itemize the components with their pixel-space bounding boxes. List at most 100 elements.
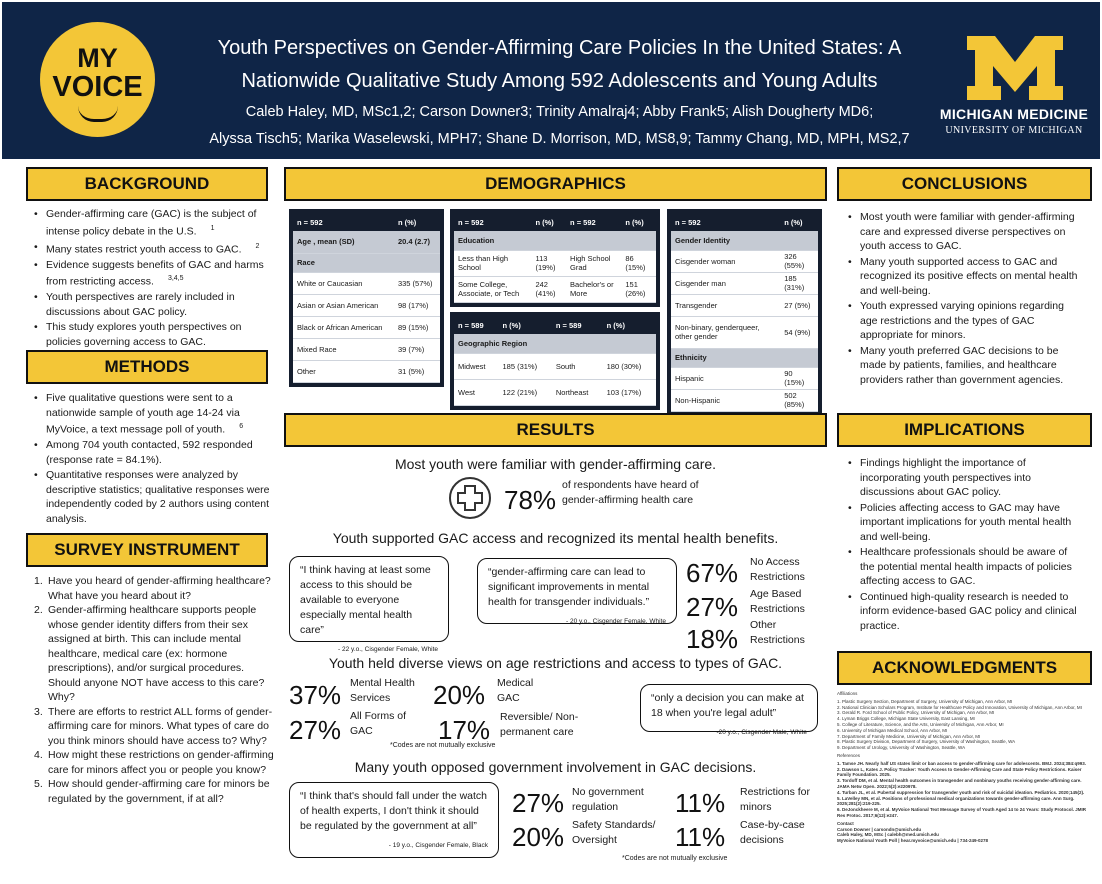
race-table: n = 592 n (%) Age , mean (SD) 20.4 (2.7) R… — [289, 209, 444, 387]
stat-pct: 20% — [433, 680, 486, 710]
stat-label: Age Based Restrictions — [750, 588, 805, 615]
table-row: Hispanic 90 (15%) — [671, 367, 818, 390]
poster-title: Youth Perspectives on Gender-Affirming C… — [172, 32, 947, 98]
quote-box: “I think that's should fall under the wa… — [289, 782, 499, 858]
stat-pct: 18% — [686, 624, 739, 654]
stat-label: Other Restrictions — [750, 619, 805, 646]
stat-pct: 27% — [289, 715, 342, 745]
familiar-text: of respondents have heard of gender-affi… — [562, 479, 699, 506]
list-item: 3. There are efforts to restrict ALL form… — [34, 705, 273, 747]
author-list: Caleb Haley, MD, MSc1,2; Carson Downer3;… — [172, 99, 947, 153]
institution-subtitle: UNIVERSITY OF MICHIGAN — [945, 125, 1083, 136]
results-heading: RESULTS — [284, 413, 827, 447]
implications-list: Findings highlight the importance of inc… — [848, 456, 1084, 634]
table-row: Mixed Race 39 (7%) — [293, 338, 440, 361]
logo-line1: MY — [77, 43, 118, 73]
list-item: Gender-affirming care (GAC) is the subje… — [34, 207, 270, 239]
list-item: Continued high-quality research is neede… — [848, 590, 1084, 634]
stat-label: Mental Health Services — [350, 677, 415, 704]
results-section2-title: Youth supported GAC access and recognize… — [332, 530, 779, 546]
acknowledgments-heading: ACKNOWLEDGMENTS — [837, 651, 1092, 685]
table-row: Non-Hispanic 502 (85%) — [671, 389, 818, 412]
table-row: Some College, Associate, or Tech 242 (41%… — [454, 276, 656, 303]
stat-label: No government regulation — [572, 786, 644, 813]
demographics-heading: DEMOGRAPHICS — [284, 167, 827, 201]
stat-pct: 27% — [686, 592, 739, 622]
results-section1-title: Most youth were familiar with gender-aff… — [394, 456, 717, 472]
authors-line2: Alyssa Tisch5; Marika Waselewski, MPH7; … — [209, 131, 910, 147]
conclusions-list: Most youth were familiar with gender-aff… — [848, 210, 1084, 388]
survey-question-list: 1. Have you heard of gender-affirming hea… — [30, 574, 276, 806]
stat-label: Restrictions for minors — [740, 786, 811, 813]
stat-label: No Access Restrictions — [750, 556, 805, 583]
table-row: Other 31 (5%) — [293, 360, 440, 383]
table-row: Asian or Asian American 98 (17%) — [293, 294, 440, 317]
conclusions-heading: CONCLUSIONS — [837, 167, 1092, 201]
table-row: Less than High School 113 (19%) High Schoo… — [454, 250, 656, 277]
list-item: Policies affecting access to GAC may hav… — [848, 501, 1084, 545]
stat-label: Reversible/ Non-permanent care — [500, 711, 579, 738]
survey-heading: SURVEY INSTRUMENT — [26, 533, 268, 567]
block-m-logo-icon — [967, 36, 1063, 100]
logo-line2: VOICE — [52, 71, 143, 103]
methods-list: Five qualitative questions were sent to … — [34, 391, 270, 527]
table-row: White or Caucasian 335 (57%) — [293, 272, 440, 295]
list-item: Most youth were familiar with gender-aff… — [848, 210, 1084, 254]
stat-pct: 67% — [686, 558, 739, 588]
list-item: Youth expressed varying opinions regardi… — [848, 299, 1084, 343]
methods-heading: METHODS — [26, 350, 268, 384]
table-row: Black or African American 89 (15%) — [293, 316, 440, 339]
list-item: Among 704 youth contacted, 592 responded… — [34, 438, 270, 467]
list-item: 2. Gender-affirming healthcare supports p… — [34, 604, 265, 703]
background-list: Gender-affirming care (GAC) is the subje… — [34, 207, 270, 350]
table-row: Transgender 27 (5%) — [671, 294, 818, 317]
stat-pct: 17% — [438, 715, 491, 745]
list-item: Quantitative responses were analyzed by … — [34, 468, 270, 526]
stat-label: All Forms of GAC — [350, 710, 407, 737]
list-item: Youth perspectives are rarely included i… — [34, 290, 270, 319]
smile-icon — [78, 106, 118, 122]
results-section3-title: Youth held diverse views on age restrict… — [328, 655, 783, 671]
stat-pct: 11% — [675, 788, 726, 818]
list-item: 1. Have you heard of gender-affirming hea… — [34, 575, 271, 602]
authors-line1: Caleb Haley, MD, MSc1,2; Carson Downer3;… — [245, 104, 874, 120]
results-section4-title: Many youth opposed government involvemen… — [354, 759, 757, 775]
region-table: n = 589 n (%) n = 589 n (%) Geographic Regi… — [450, 312, 660, 410]
quote-box: “only a decision you can make at 18 when… — [640, 684, 818, 736]
poster-header: MY VOICE Youth Perspectives on Gender-Af… — [2, 2, 1100, 159]
list-item: Findings highlight the importance of inc… — [848, 456, 1084, 500]
stat-label: Case-by-case decisions — [740, 819, 805, 846]
list-item: 4. How might these restrictions on gender… — [34, 749, 274, 776]
background-heading: BACKGROUND — [26, 167, 268, 201]
acknowledgments-text: Affiliations 1. Plastic Surgery Section,… — [837, 691, 1087, 844]
codes-note: *Codes are not mutually exclusive — [622, 855, 728, 862]
stat-pct: 27% — [512, 788, 565, 818]
title-line2: Nationwide Qualitative Study Among 592 A… — [241, 70, 878, 92]
institution-name: MICHIGAN MEDICINE — [939, 106, 1089, 122]
stat-pct: 11% — [675, 822, 726, 852]
table-row: Cisgender man 185 (31%) — [671, 272, 818, 295]
gender-ethnicity-table: n = 592 n (%) Gender Identity Cisgender w… — [667, 209, 822, 416]
familiar-pct: 78% — [504, 485, 557, 515]
stat-pct: 20% — [512, 822, 565, 852]
quote-box: “gender-affirming care can lead to signi… — [477, 558, 677, 625]
table-row: Midwest 185 (31%) South 180 (30%) — [454, 353, 656, 380]
education-table: n = 592 n (%) n = 592 n (%) Education Less … — [450, 209, 660, 307]
table-row: Non-binary, genderqueer, other gender 54 … — [671, 316, 818, 349]
list-item: Many youth preferred GAC decisions to be… — [848, 344, 1084, 388]
quote-box: “I think having at least some access to … — [289, 556, 449, 653]
list-item: This study explores youth perspectives o… — [34, 320, 270, 349]
implications-heading: IMPLICATIONS — [837, 413, 1092, 447]
title-line1: Youth Perspectives on Gender-Affirming C… — [217, 37, 902, 59]
stat-pct: 37% — [289, 680, 342, 710]
list-item: Healthcare professionals should be aware… — [848, 545, 1084, 589]
medical-cross-icon — [449, 477, 491, 519]
list-item: Many youth supported access to GAC and r… — [848, 255, 1084, 299]
list-item: Many states restrict youth access to GAC… — [34, 240, 270, 257]
stat-label: Safety Standards/ Oversight — [572, 819, 656, 846]
list-item: Evidence suggests benefits of GAC and ha… — [34, 258, 270, 290]
list-item: 5. How should gender-affirming care for m… — [34, 778, 270, 805]
list-item: Five qualitative questions were sent to … — [34, 391, 270, 437]
codes-note: *Codes are not mutually exclusive — [390, 742, 496, 749]
table-row: West 122 (21%) Northeast 103 (17%) — [454, 379, 656, 406]
